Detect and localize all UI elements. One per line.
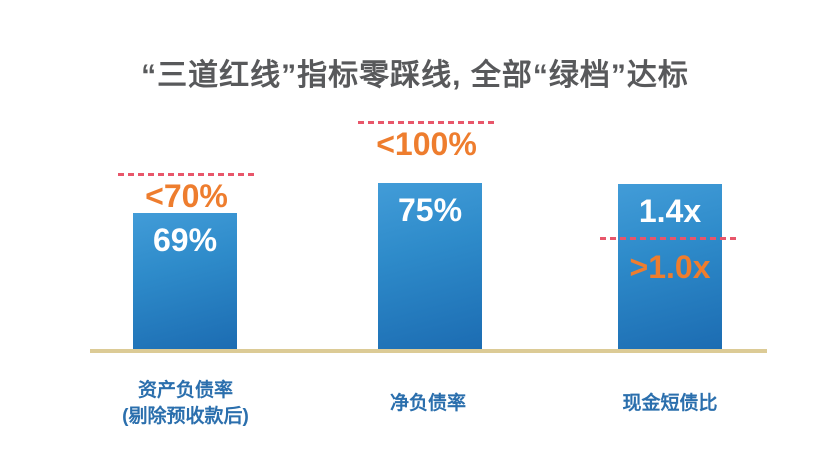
value-label-cash-ratio: 1.4x	[638, 193, 702, 229]
threshold-dash-line-cash-ratio	[600, 237, 740, 240]
threshold-dash-line-net-gearing	[358, 121, 495, 124]
chart-title: “三道红线”指标零踩线, 全部“绿档”达标	[141, 59, 689, 92]
category-label-debt-ratio: 资产负债率 (剔除预收款后)	[93, 378, 278, 430]
threshold-label-debt-ratio: <70%	[145, 178, 228, 214]
threshold-dash-line-debt-ratio	[118, 173, 255, 176]
category-label-debt-ratio-line2: (剔除预收款后)	[122, 406, 249, 427]
category-label-cash-ratio: 现金短债比	[622, 393, 718, 414]
bar-cash-ratio	[618, 184, 722, 349]
value-label-debt-ratio: 69%	[152, 222, 218, 258]
bar-debt-ratio	[133, 213, 237, 349]
threshold-label-cash-ratio: >1.0x	[629, 249, 711, 285]
category-label-net-gearing: 净负债率	[389, 393, 466, 414]
threshold-label-net-gearing: <100%	[376, 126, 477, 162]
bar-net-gearing	[378, 183, 482, 349]
value-label-net-gearing: 75%	[397, 192, 463, 228]
x-axis-baseline	[90, 349, 767, 353]
category-label-debt-ratio-line1: 资产负债率	[137, 380, 233, 401]
